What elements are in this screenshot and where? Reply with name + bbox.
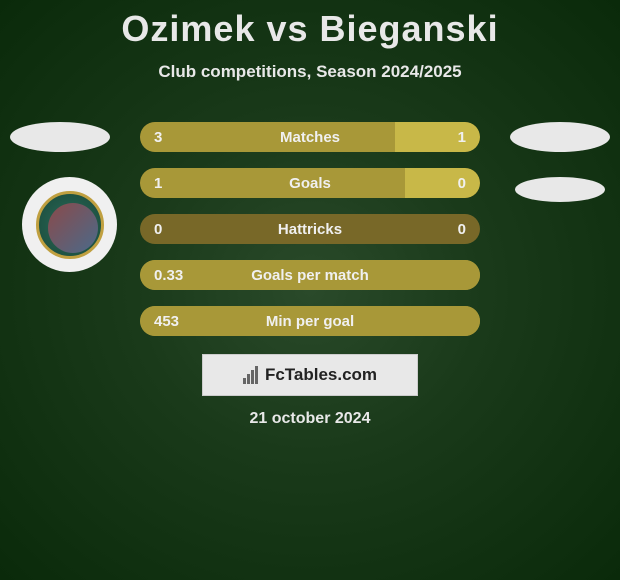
page-title: Ozimek vs Bieganski [0, 0, 620, 50]
stat-label: Hattricks [140, 221, 480, 238]
stat-label: Matches [140, 129, 480, 146]
stat-value-right: 0 [458, 175, 466, 192]
date-label: 21 october 2024 [0, 410, 620, 428]
bar-chart-icon [243, 366, 259, 384]
stat-row-matches: 3 Matches 1 [140, 122, 480, 152]
stat-value-right: 1 [458, 129, 466, 146]
stat-label: Min per goal [140, 313, 480, 330]
subtitle: Club competitions, Season 2024/2025 [0, 62, 620, 82]
stat-row-hattricks: 0 Hattricks 0 [140, 214, 480, 244]
stat-label: Goals [140, 175, 480, 192]
logo-text: FcTables.com [265, 365, 377, 385]
stat-row-goals: 1 Goals 0 [140, 168, 480, 198]
stats-container: 3 Matches 1 1 Goals 0 0 Hattricks 0 0.33… [140, 122, 480, 352]
player-avatar-left [10, 122, 110, 152]
stat-row-min-per-goal: 453 Min per goal [140, 306, 480, 336]
stat-value-right: 0 [458, 221, 466, 238]
club-badge-left-inner [36, 191, 104, 259]
stat-label: Goals per match [140, 267, 480, 284]
club-badge-left [22, 177, 117, 272]
club-badge-right [515, 177, 605, 202]
fctables-logo[interactable]: FcTables.com [202, 354, 418, 396]
stat-row-goals-per-match: 0.33 Goals per match [140, 260, 480, 290]
player-avatar-right [510, 122, 610, 152]
